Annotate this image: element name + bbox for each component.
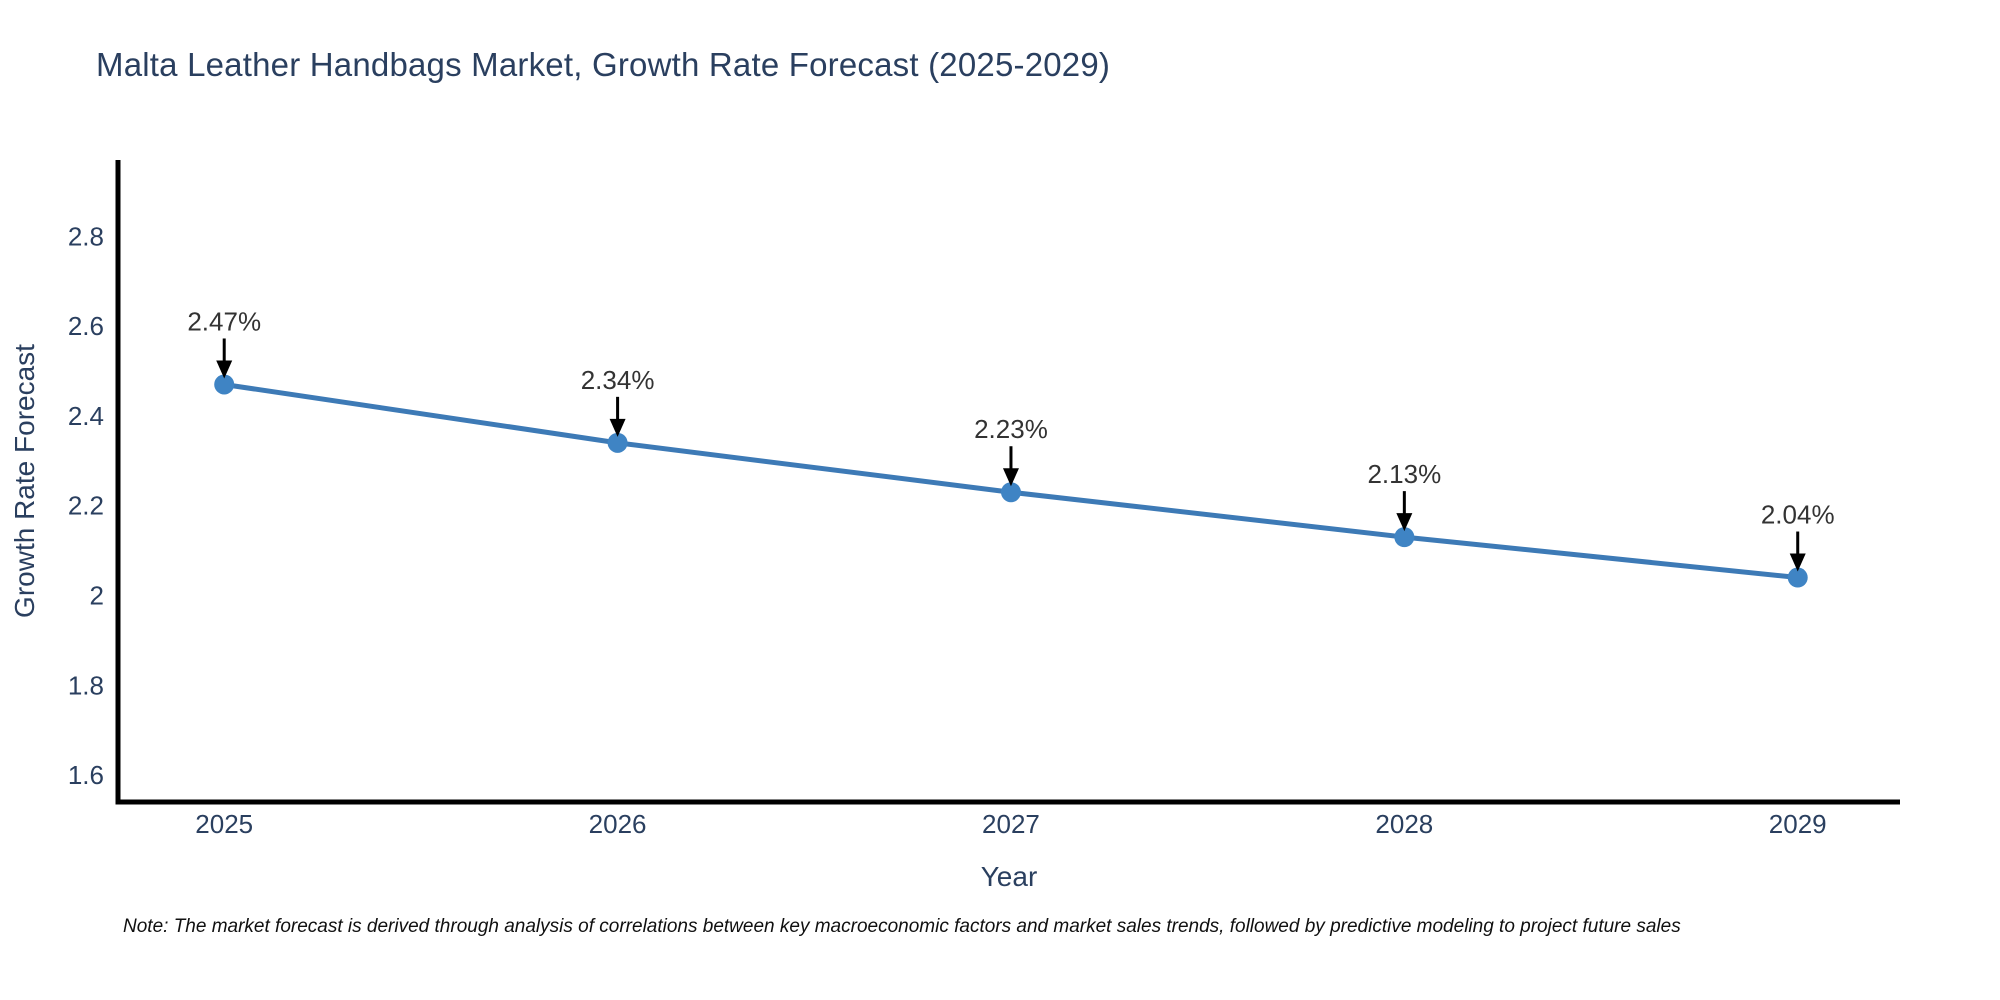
- x-tick-label: 2026: [589, 809, 647, 839]
- y-tick-label: 1.6: [68, 760, 104, 790]
- annotation-arrow-head: [1789, 553, 1806, 572]
- data-point-label: 2.34%: [581, 365, 655, 395]
- data-point-label: 2.23%: [974, 414, 1048, 444]
- y-tick-label: 2.8: [68, 221, 104, 251]
- annotation-arrow-head: [609, 418, 626, 437]
- y-tick-label: 2.6: [68, 311, 104, 341]
- y-axis-title: Growth Rate Forecast: [9, 344, 40, 618]
- data-point: [1000, 482, 1021, 503]
- x-tick-label: 2029: [1769, 809, 1827, 839]
- data-point-label: 2.47%: [187, 306, 261, 336]
- annotation-arrow-head: [216, 360, 233, 379]
- data-point: [214, 374, 235, 395]
- footnote: Note: The market forecast is derived thr…: [123, 916, 1681, 937]
- data-point: [1394, 527, 1415, 548]
- y-tick-label: 2: [90, 580, 104, 610]
- x-tick-label: 2025: [195, 809, 253, 839]
- annotation-arrow-head: [1002, 468, 1019, 487]
- x-tick-label: 2027: [982, 809, 1040, 839]
- x-tick-label: 2028: [1375, 809, 1433, 839]
- y-tick-label: 1.8: [68, 670, 104, 700]
- y-tick-label: 2.4: [68, 401, 104, 431]
- data-point: [607, 432, 628, 453]
- x-axis-title: Year: [981, 861, 1038, 892]
- annotation-arrow-head: [1396, 513, 1413, 532]
- y-tick-label: 2.2: [68, 491, 104, 521]
- chart-title: Malta Leather Handbags Market, Growth Ra…: [96, 46, 1111, 83]
- data-point-label: 2.13%: [1367, 459, 1441, 489]
- data-point-label: 2.04%: [1761, 500, 1835, 530]
- data-point: [1787, 567, 1808, 588]
